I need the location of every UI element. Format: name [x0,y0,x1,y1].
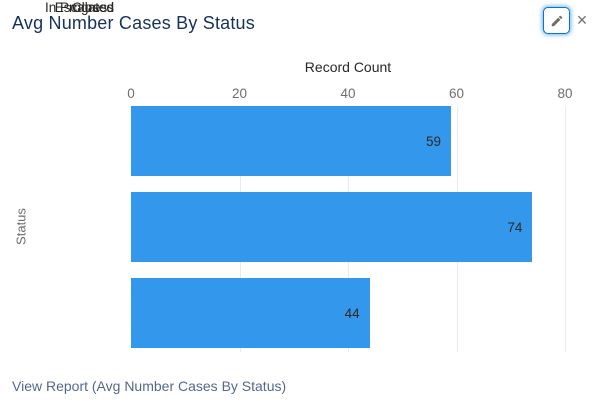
bar-closed[interactable]: 74 [131,192,533,262]
x-axis-ticks: 0 20 40 60 80 [127,86,572,103]
bar-value-escalated: 59 [426,133,442,149]
close-button[interactable]: × [571,9,593,31]
plot-area: 59 74 44 [131,106,566,352]
bar-value-in-progress: 44 [344,305,360,321]
x-axis-title: Record Count [304,59,392,75]
bar-in-progress[interactable]: 44 [131,278,370,348]
bar-escalated[interactable]: 59 [131,106,452,176]
category-label-closed: Closed [71,0,114,15]
bar-series: 59 74 44 [131,106,565,348]
x-tick-60: 60 [448,86,465,101]
x-tick-0: 0 [127,86,135,101]
x-tick-80: 80 [557,86,573,101]
gridline-80 [565,106,566,352]
x-tick-20: 20 [231,86,248,101]
widget-title: Avg Number Cases By Status [12,13,255,33]
close-icon: × [576,10,588,30]
y-axis-title: Status [13,208,29,245]
pencil-icon [550,14,564,28]
x-tick-40: 40 [340,86,356,101]
view-report-link[interactable]: View Report (Avg Number Cases By Status) [12,378,287,394]
category-label-escalated: Escalated [54,0,114,15]
edit-button[interactable] [543,7,570,34]
category-label-in-progress: In Progress [44,0,114,15]
bar-value-closed: 74 [507,219,523,235]
